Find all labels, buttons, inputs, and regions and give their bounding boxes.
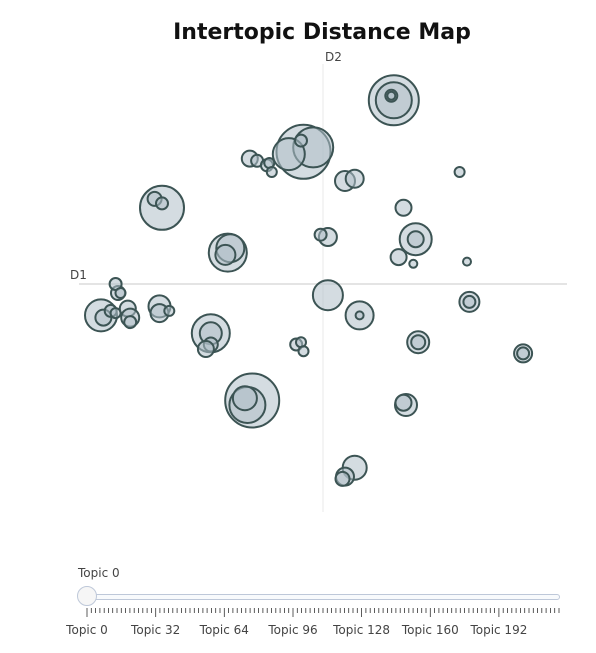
slider-ticks bbox=[86, 608, 560, 617]
topic-bubble[interactable] bbox=[516, 346, 531, 361]
topic-bubble[interactable] bbox=[231, 385, 258, 412]
topic-bubble[interactable] bbox=[344, 168, 365, 189]
slider-tick-label: Topic 64 bbox=[199, 623, 249, 637]
slider-current-value: Topic 0 bbox=[78, 566, 120, 580]
topic-bubbles[interactable] bbox=[84, 74, 534, 487]
topic-bubble[interactable] bbox=[214, 243, 237, 266]
slider-tick-label: Topic 192 bbox=[470, 623, 528, 637]
topic-bubble[interactable] bbox=[394, 393, 413, 412]
topic-bubble[interactable] bbox=[311, 279, 344, 312]
topic-bubble[interactable] bbox=[394, 198, 413, 217]
topic-bubble[interactable] bbox=[406, 230, 425, 249]
slider-tick-label: Topic 128 bbox=[333, 623, 391, 637]
topic-bubble[interactable] bbox=[334, 470, 351, 487]
slider-tick-label: Topic 160 bbox=[401, 623, 459, 637]
d2-axis-label: D2 bbox=[325, 50, 342, 64]
topic-bubble[interactable] bbox=[462, 256, 472, 267]
topic-bubble[interactable] bbox=[123, 315, 138, 330]
topic-slider-handle[interactable] bbox=[77, 586, 97, 606]
slider-tick-label: Topic 96 bbox=[268, 623, 318, 637]
topic-bubble[interactable] bbox=[389, 248, 408, 267]
slider-tick-label: Topic 32 bbox=[131, 623, 181, 637]
topic-bubble[interactable] bbox=[462, 294, 477, 309]
topic-bubble[interactable] bbox=[163, 304, 176, 317]
topic-bubble[interactable] bbox=[313, 227, 328, 242]
topic-bubble[interactable] bbox=[297, 345, 310, 358]
topic-bubble[interactable] bbox=[386, 90, 397, 101]
chart-title: Intertopic Distance Map bbox=[173, 20, 471, 45]
topic-bubble[interactable] bbox=[354, 310, 365, 321]
topic-bubble[interactable] bbox=[265, 166, 278, 178]
topic-bubble[interactable] bbox=[453, 166, 466, 178]
slider-tick-label: Topic 0 bbox=[66, 623, 108, 637]
topic-bubble[interactable] bbox=[294, 133, 308, 148]
topic-bubble[interactable] bbox=[408, 258, 419, 269]
topic-bubble[interactable] bbox=[155, 196, 169, 211]
topic-slider-track[interactable] bbox=[86, 594, 560, 600]
topic-bubble[interactable] bbox=[410, 334, 427, 351]
topic-bubble[interactable] bbox=[196, 340, 215, 358]
d1-axis-label: D1 bbox=[70, 268, 87, 282]
topic-bubble[interactable] bbox=[114, 287, 127, 299]
scatter-plot[interactable]: D1 D2 bbox=[0, 0, 596, 560]
